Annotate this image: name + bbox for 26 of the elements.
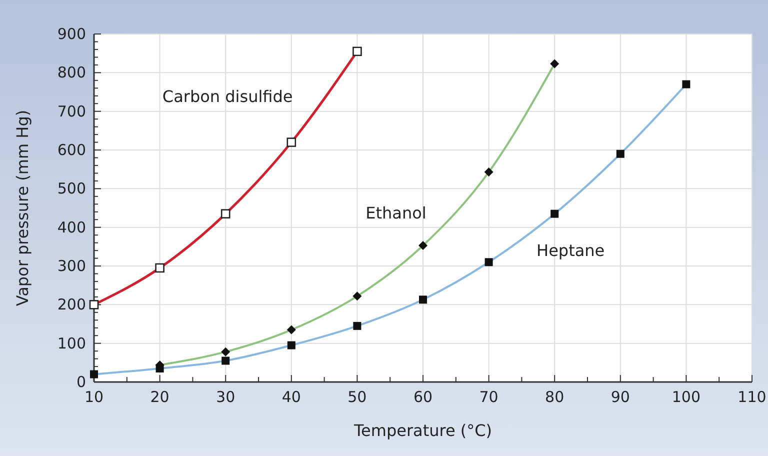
y-tick-label: 700 [57,102,86,120]
y-tick-label: 900 [57,25,86,43]
x-tick-label: 100 [672,388,701,406]
x-tick-label: 10 [84,388,104,406]
x-tick-label: 70 [479,388,498,406]
y-tick-label: 0 [76,373,86,391]
x-tick-label: 110 [738,388,766,406]
x-tick-label: 60 [413,388,433,406]
y-tick-label: 600 [57,141,86,159]
x-tick-label: 50 [348,388,367,406]
y-tick-label: 400 [57,218,86,236]
series-label: Ethanol [366,204,426,223]
y-tick-label: 200 [57,296,86,314]
x-tick-label: 30 [216,388,236,406]
y-tick-label: 100 [57,334,86,352]
x-tick-label: 90 [610,388,630,406]
x-tick-label: 20 [150,388,170,406]
y-tick-label: 800 [57,64,86,82]
x-tick-label: 80 [545,388,564,406]
series-label: Carbon disulfide [162,86,293,106]
y-axis-title: Vapor pressure (mm Hg) [13,110,32,306]
series-label: Heptane [536,240,605,260]
x-tick-label: 40 [282,388,301,406]
y-tick-label: 300 [57,257,86,275]
x-axis-title: Temperature (°C) [352,421,492,440]
y-tick-label: 500 [57,180,86,198]
